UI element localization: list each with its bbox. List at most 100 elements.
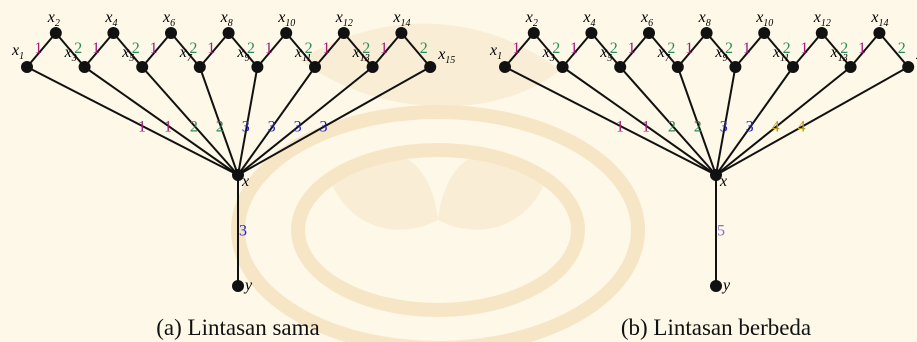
zigzag-edge <box>849 32 881 68</box>
vertex-label: x7 <box>179 44 193 64</box>
vertex-label-sub: 12 <box>343 18 353 29</box>
vertex-label-base: x <box>47 9 55 26</box>
vertex-label: x15 <box>437 46 455 66</box>
spoke-edge <box>504 66 717 176</box>
spoke-edge <box>715 66 852 176</box>
vertex-label-base: x <box>179 44 187 61</box>
vertex-label: x2 <box>525 9 538 29</box>
vertex-label-sub: 3 <box>71 53 77 64</box>
vertex-node <box>902 61 915 73</box>
center-node <box>232 169 244 181</box>
vertex-label: x10 <box>277 9 295 29</box>
zigzag-edge <box>763 32 794 68</box>
bottom-label: y <box>721 277 731 294</box>
zigzag-edge <box>227 32 259 68</box>
vertex-label: x5 <box>599 44 612 64</box>
watermark-logo <box>231 23 645 342</box>
spoke-edge-label: 2 <box>216 118 224 135</box>
vertex-label: x8 <box>698 9 711 29</box>
zigzag-edge <box>256 32 287 68</box>
vertex-label: x11 <box>772 44 789 64</box>
vertex-label-base: x <box>352 44 360 61</box>
nodes <box>499 27 915 292</box>
diagram-b: x1x2x3x4x5x6x7x8x9x10x11x12x13x14x1xy121… <box>489 9 917 294</box>
spoke-edge-label: 2 <box>694 118 702 135</box>
vertex-label: x13 <box>830 44 848 64</box>
zigzag-edge <box>590 32 621 68</box>
vertex-label-base: x <box>657 44 665 61</box>
vertex-label-base: x <box>437 46 445 63</box>
vertex-node <box>280 27 293 39</box>
zigzag-edge <box>170 32 201 68</box>
spoke-edge-label: 3 <box>242 118 250 135</box>
zigzag-edge <box>141 32 172 68</box>
vertex-label-base: x <box>104 9 112 26</box>
spoke-edge <box>141 66 239 176</box>
vertex-node <box>136 61 149 73</box>
vertex-label: x4 <box>582 9 595 29</box>
vertex-label-sub: 8 <box>706 18 711 29</box>
zigzag-edge <box>400 32 431 68</box>
vertex-labels: x1x2x3x4x5x6x7x8x9x10x11x12x13x14x1xy <box>489 9 917 294</box>
spoke-edge <box>237 66 316 176</box>
vertex-label: x5 <box>121 44 134 64</box>
caption-b: (b) Lintasan berbeda <box>621 315 811 340</box>
vertex-label: x14 <box>870 9 888 29</box>
vertex-label-base: x <box>698 9 706 26</box>
vertex-label-sub: 7 <box>187 53 193 64</box>
vertex-label-sub: 11 <box>780 53 789 64</box>
spoke-edge-label: 4 <box>797 118 805 135</box>
spoke-edge <box>237 66 374 176</box>
bottom-node <box>232 280 244 292</box>
watermark-ring-1 <box>291 143 585 317</box>
vertex-node <box>251 61 264 73</box>
center-node <box>710 169 722 181</box>
zigzag-edge-label: 2 <box>610 40 618 57</box>
zigzag-edge-label: 2 <box>783 40 791 57</box>
edge-labels: 1 2 1 2 1 2 1 2 1 2 1 2 1 21 1 2 2 3 3 4 45 <box>512 40 905 240</box>
vertex-label: x4 <box>104 9 117 29</box>
vertex-label-sub: 14 <box>401 18 411 29</box>
vertex-label: x9 <box>714 44 727 64</box>
vertex-label: x10 <box>755 9 773 29</box>
vertex-label-base: x <box>582 9 590 26</box>
edges <box>504 32 909 286</box>
vertex-label-base: x <box>220 9 228 26</box>
zigzag-edge <box>199 32 230 68</box>
vertex-label-sub: 4 <box>113 18 118 29</box>
vertex-node <box>815 27 828 39</box>
zigzag-edge <box>112 32 143 68</box>
zigzag-edge <box>55 32 86 68</box>
zigzag-edge <box>83 32 115 68</box>
vertex-label: x7 <box>657 44 671 64</box>
spoke-edge-label: 3 <box>268 118 276 135</box>
vertex-label-base: x <box>525 9 533 26</box>
zigzag-edge <box>561 32 593 68</box>
vertex-label-sub: 6 <box>170 18 175 29</box>
vertex-label-base: x <box>640 9 648 26</box>
vertex-label-sub: 1 <box>19 51 24 62</box>
zigzag-edge-label: 2 <box>74 40 82 57</box>
vertex-label-base: x <box>813 9 821 26</box>
vertex-label-sub: 2 <box>55 18 60 29</box>
spoke-edge-label: 1 <box>616 118 624 135</box>
vertex-label-base: x <box>870 9 878 26</box>
zigzag-edge <box>792 32 823 68</box>
spoke-edge-label: 3 <box>746 118 754 135</box>
vertex-label: x6 <box>640 9 653 29</box>
edge-labels: 1 2 1 2 1 2 1 2 1 2 1 2 1 21 1 2 2 3 3 3 33 <box>34 40 427 240</box>
zigzag-edge <box>878 32 909 68</box>
vertex-label: x12 <box>813 9 831 29</box>
vertex-node <box>787 61 799 73</box>
zigzag-edge-label: 2 <box>420 40 428 57</box>
zigzag-edge <box>648 32 679 68</box>
zigzag-edge-label: 2 <box>132 40 140 57</box>
vertex-node <box>337 27 350 39</box>
vertex-label-sub: 3 <box>549 53 555 64</box>
vertex-label-sub: 8 <box>228 18 233 29</box>
vertex-node <box>556 61 569 73</box>
vertex-label: x2 <box>47 9 60 29</box>
zigzag-edge-label: 2 <box>840 40 848 57</box>
edges <box>26 32 431 286</box>
